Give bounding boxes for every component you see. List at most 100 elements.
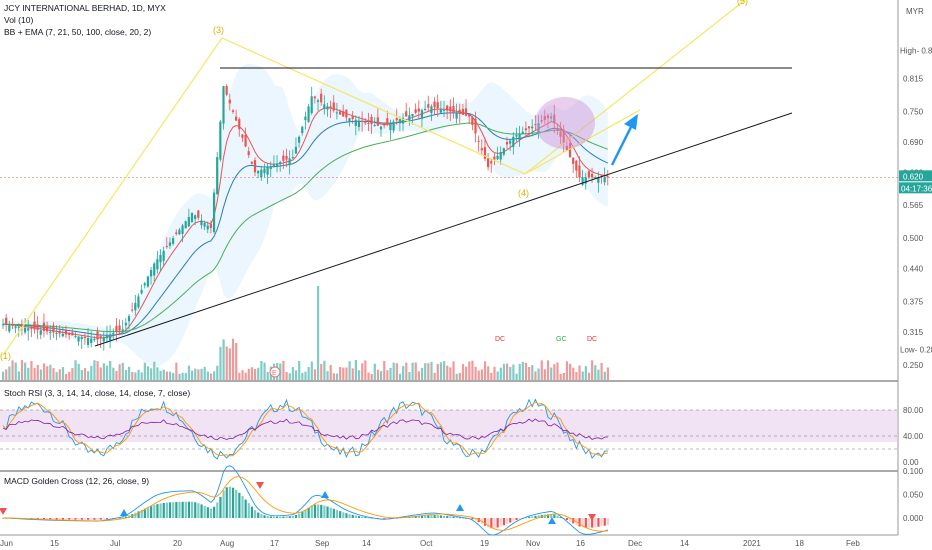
volume-bar [446,365,449,380]
candle-body [140,289,143,294]
macd-histogram-bar [162,502,165,518]
volume-bar [351,368,354,380]
candle-body [442,109,446,111]
candle-body [439,108,442,113]
volume-bar [591,360,594,380]
price-tick-label: 0.815 [903,75,924,84]
candle-body [568,143,572,158]
last-price-value: 0.620 [903,172,924,181]
volume-bar [257,367,260,380]
candle-body [578,165,581,178]
macd-histogram-bar [285,516,288,518]
candle-body [461,108,464,115]
macd-histogram-bar [433,515,436,518]
volume-bar [131,372,134,380]
candle-body [61,333,64,337]
macd-histogram-bar [263,515,266,518]
candle-body [329,106,332,109]
candle-body [124,322,127,326]
candle-body [464,108,468,116]
volume-bar [203,366,206,380]
macd-histogram-bar [528,516,531,518]
macd-histogram-bar [546,514,550,518]
volume-bar [477,370,480,380]
macd-histogram-bar [386,518,389,519]
support-trendline[interactable] [94,112,793,347]
candle-body [8,325,11,332]
macd-cross-marker [456,504,464,511]
volume-bar [471,360,474,380]
macd-histogram-bar [282,516,285,518]
macd-histogram-bar [550,514,553,518]
volume-bar [134,372,137,380]
candle-body [395,118,398,121]
macd-histogram-bar [65,518,68,520]
macd-histogram-bar [509,518,512,523]
volume-bar [320,363,323,380]
candle-body [190,212,194,223]
macd-histogram-bar [471,518,474,520]
volume-bar [364,360,367,380]
volume-bar [93,360,96,380]
volume-bar [80,370,83,380]
elliott-wave-projection [524,109,641,175]
macd-histogram-bar [587,518,591,528]
volume-bar [137,369,140,380]
candle-body [99,336,102,339]
candle-body [386,118,389,125]
volume-bar [263,362,266,380]
macd-histogram-bar [461,517,465,519]
macd-histogram-bar [417,515,420,518]
candle-body [71,332,74,336]
volume-bar [569,363,572,380]
volume-bar [490,372,493,380]
candle-body [398,119,401,124]
volume-bar [58,369,61,380]
stoch-band [0,410,898,442]
volume-bar [168,371,172,380]
price-axis: 0.2500.3150.3750.4400.5000.5650.6300.690… [899,7,932,523]
macd-histogram-bar [260,514,263,518]
candle-body [42,322,46,331]
volume-bar [150,368,153,380]
macd-histogram-bar [357,516,361,518]
candle-body [357,120,361,128]
volume-bar [36,364,39,380]
candle-body [515,135,518,137]
candle-body [348,118,351,122]
candle-body [55,332,58,334]
candle-body [288,158,291,166]
volume-bar [291,367,294,380]
candle-body [373,124,376,126]
volume-bar [398,373,402,380]
candle-body [512,136,515,148]
candle-body [376,117,379,126]
candle-body [187,217,190,227]
volume-bar [540,360,543,380]
macd-histogram-bar [184,501,187,518]
earnings-marker[interactable] [269,366,281,378]
volume-bar [191,370,194,380]
candle-body [58,330,61,334]
candle-body [364,122,367,124]
time-tick-label: 16 [576,539,585,548]
macd-histogram-bar [52,518,55,520]
macd-histogram-bar [231,487,235,518]
volume-bar [433,372,436,380]
volume-bar [578,365,581,380]
macd-pane[interactable] [0,465,609,536]
candle-body [209,223,212,228]
candle-body [127,316,131,322]
candle-body [285,156,288,160]
price-pane[interactable]: (1) (3) (4) (5) DC GC DC E [0,0,898,380]
time-axis: Jun 15 Jul 20 Aug 17 Sep 14 Oct 19 Nov 16 Dec 14 2021 1… [0,539,860,548]
elliott-wave-line [2,0,746,356]
macd-histogram-bar [61,518,65,520]
volume-bar [99,367,102,380]
currency-label: MYR [906,7,924,16]
price-tick-label: 0.750 [903,107,924,116]
stoch-rsi-pane[interactable] [0,398,898,460]
macd-cross-marker [548,517,556,524]
candle-body [345,109,348,118]
